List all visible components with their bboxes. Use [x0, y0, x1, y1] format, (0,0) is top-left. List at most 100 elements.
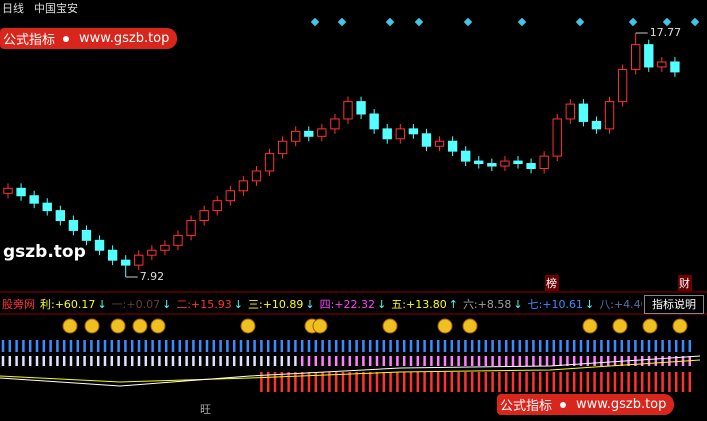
- indicator-arrow: ↓: [162, 298, 172, 311]
- coin: [240, 318, 256, 334]
- candle-body: [408, 128, 419, 135]
- diamond: [463, 17, 473, 27]
- candle-body: [160, 244, 170, 251]
- candle-body: [330, 118, 340, 130]
- indicator-label: 三:: [247, 298, 263, 311]
- candle-body: [343, 101, 353, 120]
- indicator-label: 五:: [391, 298, 406, 311]
- candle-body: [604, 101, 615, 130]
- indicator-value: +8.58: [477, 298, 512, 311]
- diamond: [662, 17, 672, 27]
- coin: [110, 318, 126, 334]
- candle-body: [291, 130, 301, 142]
- candle-body: [134, 254, 144, 266]
- indicator-label: 二:: [176, 298, 192, 311]
- coin: [612, 318, 628, 334]
- candle-body: [644, 44, 654, 68]
- candle-body: [94, 239, 105, 251]
- indicator-value: +15.93: [191, 298, 232, 311]
- indicator-label: 一:: [111, 298, 127, 311]
- candle-body: [591, 120, 602, 130]
- indicator-item: 八:+4.40↓: [599, 296, 642, 312]
- indicator-arrow: ↓: [305, 298, 315, 311]
- candle-body: [173, 234, 183, 246]
- candles: 7.92 17.77: [3, 26, 681, 283]
- candle-body: [487, 163, 497, 167]
- indicator-value: +60.17: [54, 298, 96, 311]
- candle-body: [447, 140, 458, 152]
- period: 日线: [2, 1, 24, 15]
- candle-body: [55, 210, 65, 222]
- watermark-url: www.gszb.top: [79, 31, 170, 46]
- indicator-label: 六:: [462, 298, 478, 311]
- candle-body: [369, 113, 379, 130]
- diamond: [310, 17, 320, 27]
- candle-body: [565, 103, 575, 120]
- candle-body: [251, 170, 262, 182]
- indicator-arrow: ↓: [377, 298, 387, 311]
- candle-body: [317, 128, 327, 137]
- help-button[interactable]: 指标说明: [644, 295, 704, 314]
- candle-body: [225, 190, 235, 202]
- decoration: [0, 17, 701, 392]
- candle-body: [199, 210, 209, 222]
- indicator-item: 二:+15.93 ↓: [176, 296, 243, 312]
- indicator-item: 六:+8.58 ↓: [463, 296, 523, 312]
- candle-body: [526, 163, 536, 170]
- indicator-label: 四:: [319, 298, 335, 311]
- coin: [382, 318, 398, 334]
- coin: [642, 318, 658, 334]
- marker-box: [545, 275, 559, 291]
- watermark: 公式指标 www.gszb.top: [0, 28, 178, 49]
- candle-body: [16, 187, 26, 197]
- candle-body: [81, 229, 92, 241]
- diamond: [690, 17, 700, 27]
- indicator-item: 利:+60.17 ↓: [40, 296, 107, 312]
- diamond: [628, 17, 638, 27]
- candle-body: [147, 249, 157, 256]
- watermark-url: www.gszb.top: [576, 397, 667, 412]
- candle-body: [578, 103, 589, 122]
- indicator-name: 股旁网: [2, 298, 35, 311]
- strip-line: [0, 359, 701, 383]
- candle-body: [474, 160, 484, 165]
- indicator-arrow: ↓: [513, 298, 523, 311]
- candle-body: [186, 220, 196, 236]
- candle-body: [238, 180, 249, 192]
- indicator-value: +10.61: [542, 298, 584, 311]
- watermark: 公式指标 www.gszb.top: [497, 394, 675, 415]
- candle-body: [356, 101, 366, 115]
- candle-body: [670, 61, 680, 73]
- indicator-arrow: ↓: [97, 298, 107, 311]
- diamond: [337, 17, 347, 27]
- indicator-value: +22.32: [334, 298, 376, 311]
- indicator-label: 八:: [599, 298, 614, 311]
- candle-body: [304, 130, 314, 137]
- watermark-tag: 公式指标: [500, 399, 553, 414]
- diamond: [517, 17, 527, 27]
- coin: [312, 318, 328, 334]
- indicator-arrow: ↓: [585, 298, 595, 311]
- candle-body: [539, 155, 549, 170]
- coin: [462, 318, 478, 334]
- indicator-item: 四:+22.32 ↓: [320, 296, 387, 312]
- candle-body: [395, 128, 405, 140]
- coin: [582, 318, 598, 334]
- rank-marker: 榜: [546, 276, 557, 290]
- candle-body: [434, 140, 445, 147]
- indicator-arrow: ↓: [233, 298, 243, 311]
- indicator-row: 股旁网 利:+60.17 ↓ 一:+0.07 ↓ 二:+15.93 ↓ 三:+10.89 ↓ 四:…: [2, 296, 642, 312]
- indicator-value: +4.40: [613, 298, 642, 311]
- candle-body: [421, 133, 432, 147]
- indicator-item: 七:+10.61 ↓: [528, 296, 595, 312]
- finance-marker: 财: [679, 276, 690, 290]
- candle-body: [42, 202, 52, 212]
- candle-body: [500, 160, 510, 167]
- coin: [672, 318, 688, 334]
- indicator-value: +0.07: [126, 298, 161, 311]
- site-watermark: gszb.top: [3, 242, 86, 262]
- candle-body: [382, 128, 392, 140]
- candle-body: [3, 187, 13, 194]
- watermark-tag: 公式指标: [3, 33, 56, 48]
